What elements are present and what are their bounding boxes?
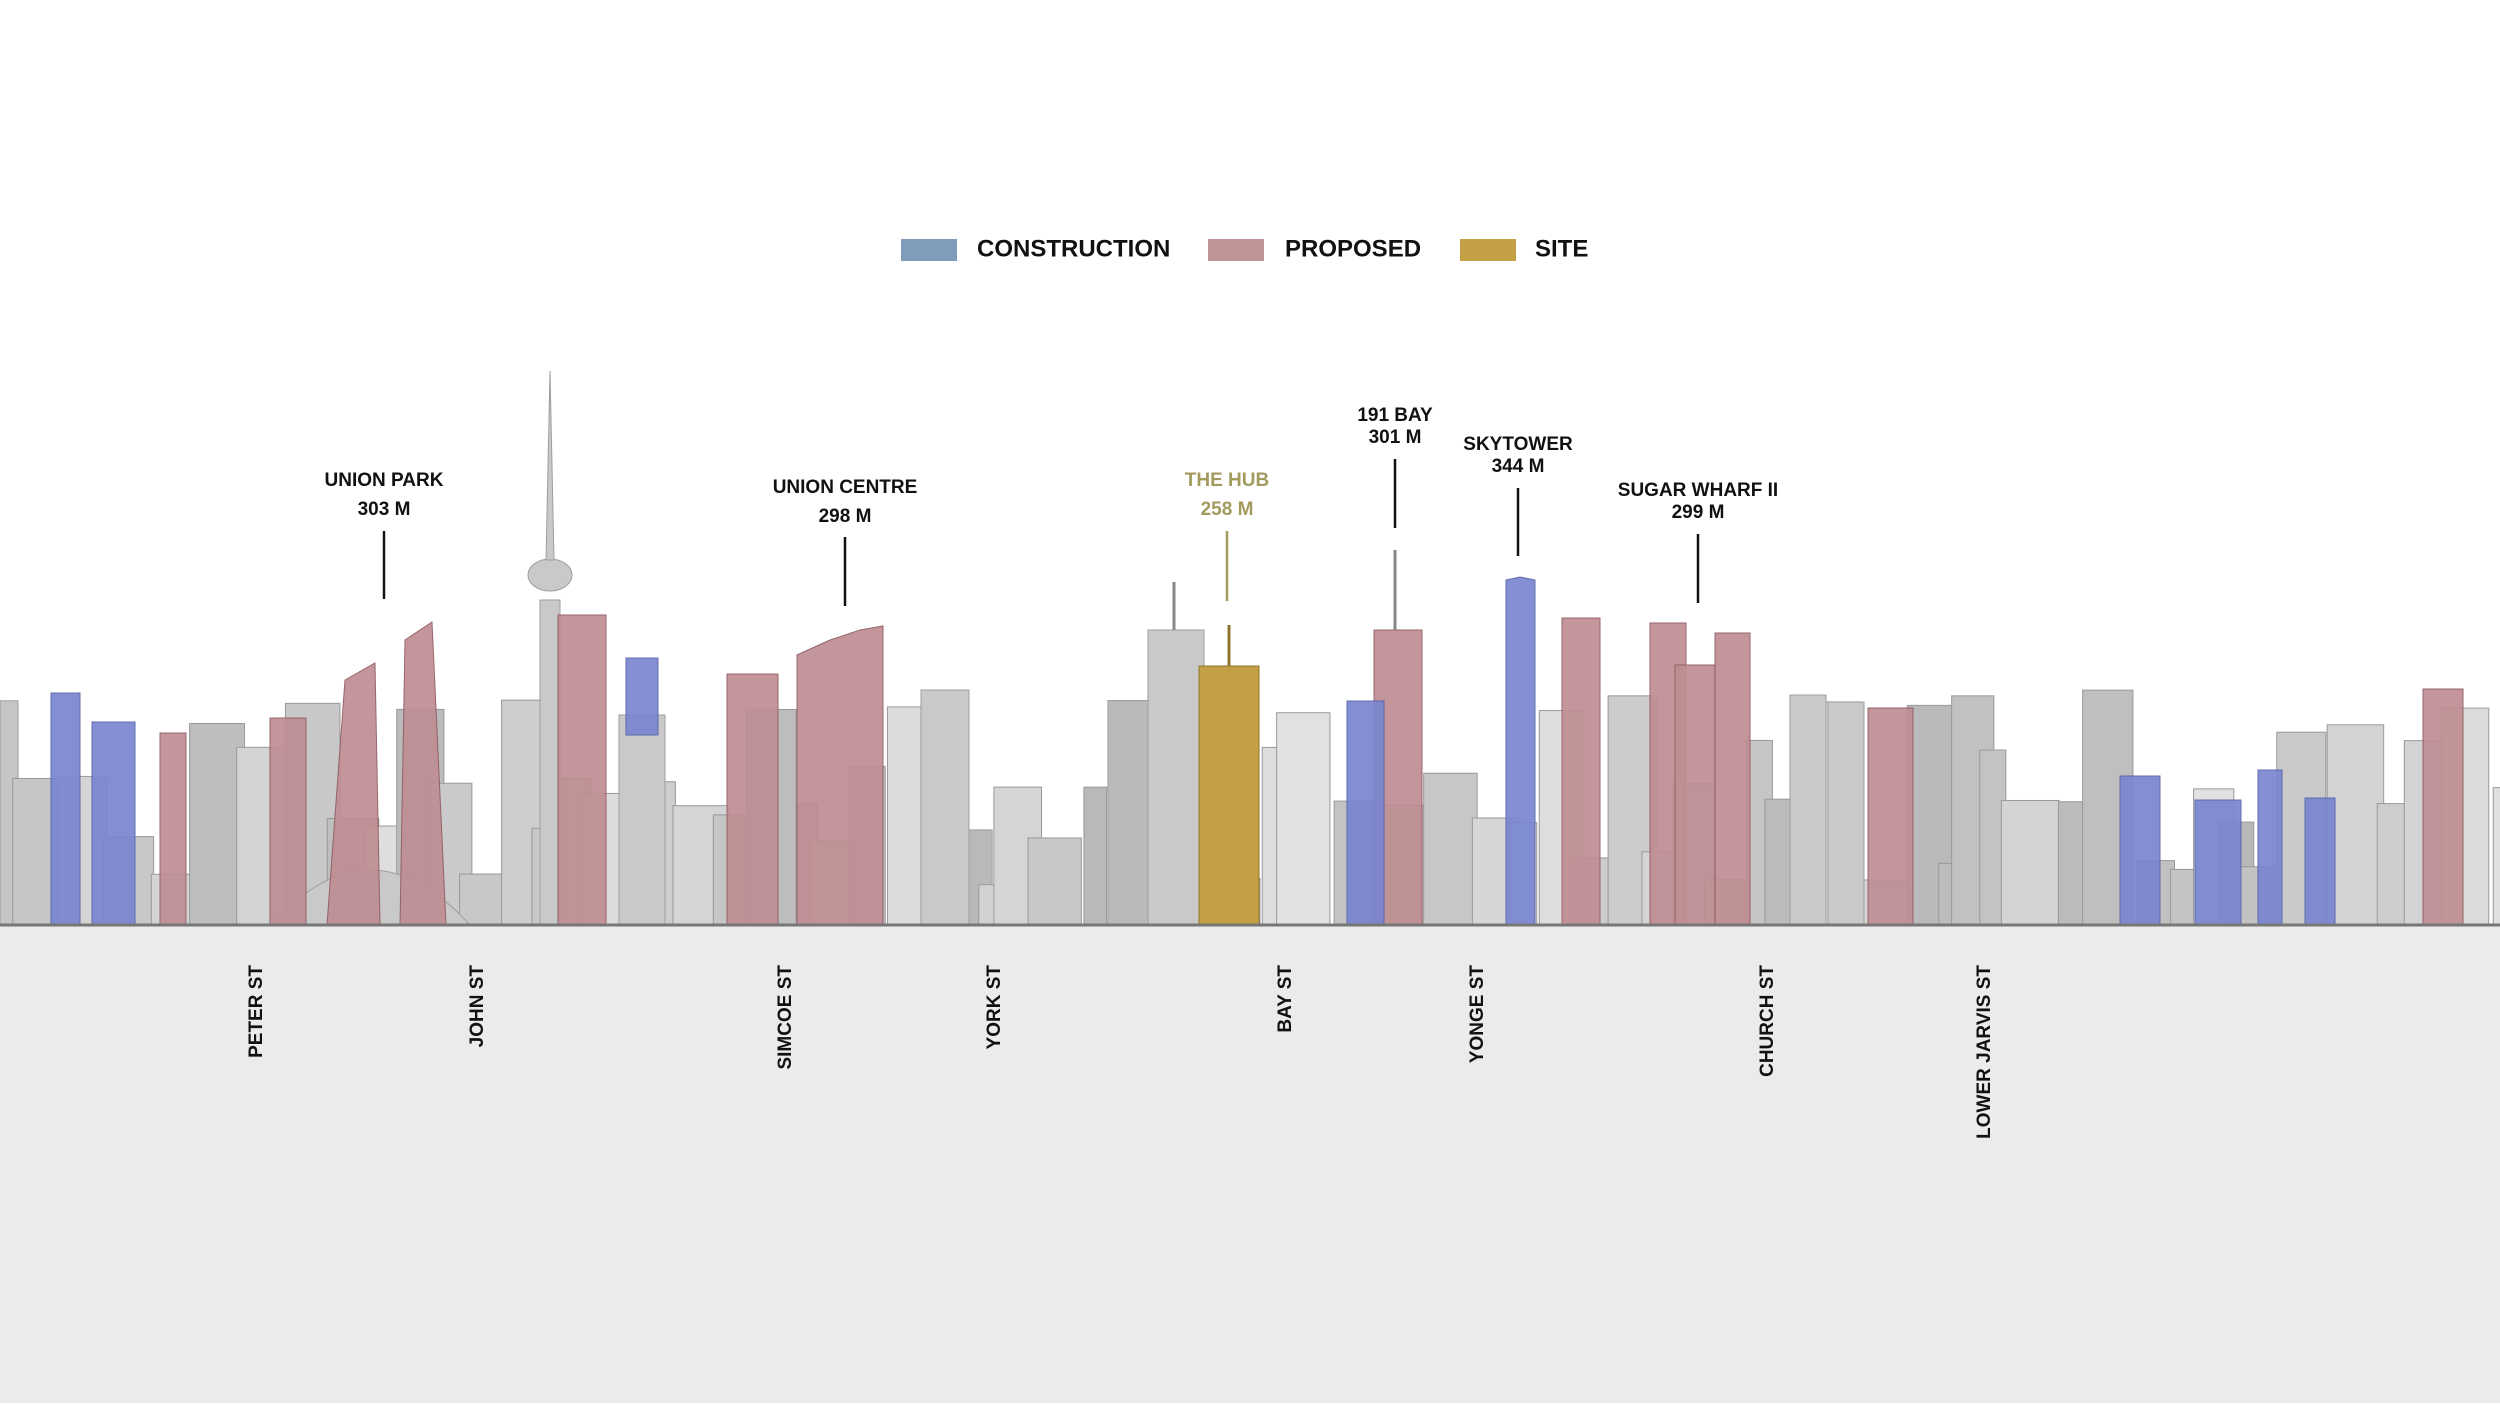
construction-tower [625, 657, 659, 736]
tower-height: 303 M [358, 499, 411, 520]
construction-tower [2304, 797, 2336, 926]
legend-swatch [1460, 239, 1516, 261]
street-label: CHURCH ST [1757, 965, 1778, 1077]
street-label: JOHN ST [467, 965, 488, 1048]
proposed-tower [1674, 664, 1716, 926]
street-label: YONGE ST [1467, 965, 1488, 1064]
construction-tower [2119, 775, 2161, 926]
legend-label: PROPOSED [1285, 235, 1421, 262]
proposed-tower [1714, 632, 1751, 926]
street-label: BAY ST [1275, 965, 1296, 1033]
legend-label: CONSTRUCTION [977, 235, 1170, 262]
tower-name: THE HUB [1185, 470, 1269, 491]
tower-height: 301 M [1369, 427, 1422, 448]
building [189, 723, 246, 926]
construction-tower [1346, 700, 1385, 926]
legend-swatch [901, 239, 957, 261]
tower-name: SUGAR WHARF II [1618, 480, 1778, 501]
building [1107, 700, 1152, 926]
skytower [1505, 576, 1536, 926]
proposed-tower [557, 614, 607, 926]
building [1423, 772, 1478, 926]
construction-tower [91, 721, 136, 926]
ground [0, 925, 2500, 1403]
street-label: YORK ST [984, 965, 1005, 1050]
proposed-tower [399, 621, 447, 926]
tower-height: 298 M [819, 506, 872, 527]
cn-tower-spire [545, 370, 555, 561]
tower-name: UNION PARK [325, 470, 444, 491]
legend-swatch [1208, 239, 1264, 261]
building [1027, 837, 1082, 926]
building [618, 714, 666, 926]
tower-height: 299 M [1672, 502, 1725, 523]
proposed-tower [726, 673, 779, 926]
building [920, 689, 970, 926]
building [1789, 694, 1827, 926]
tower-name: UNION CENTRE [773, 477, 918, 498]
construction-tower [2257, 769, 2283, 926]
proposed-tower [1867, 707, 1914, 926]
landmarks [50, 370, 2464, 926]
building [1083, 786, 1108, 926]
cn-tower-shaft [539, 599, 561, 926]
proposed-tower [1561, 617, 1601, 926]
tower-height: 344 M [1492, 456, 1545, 477]
building [2492, 787, 2500, 926]
building [2000, 799, 2060, 926]
proposed-tower [269, 717, 307, 926]
street-label: LOWER JARVIS ST [1974, 965, 1995, 1139]
street-label: SIMCOE ST [775, 965, 796, 1070]
construction-tower [50, 692, 81, 926]
tower-height: 258 M [1201, 499, 1254, 520]
building [1827, 701, 1865, 926]
building [1147, 629, 1205, 926]
proposed-tower [2422, 688, 2464, 926]
cn-tower-pod [527, 558, 573, 592]
building [1276, 712, 1331, 926]
building [2326, 724, 2385, 926]
building [2170, 868, 2196, 926]
site-tower [1198, 665, 1260, 926]
street-label: PETER ST [246, 965, 267, 1058]
tower-name: 191 BAY [1357, 405, 1433, 426]
proposed-tower [796, 625, 884, 926]
proposed-tower [159, 732, 187, 926]
tower-name: SKYTOWER [1463, 434, 1573, 455]
construction-tower [2194, 799, 2242, 926]
legend-label: SITE [1535, 235, 1588, 262]
